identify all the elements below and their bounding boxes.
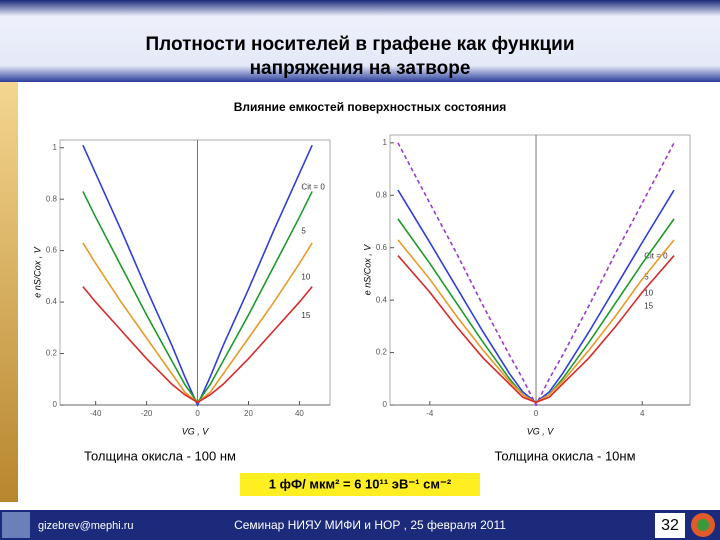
series-label: 15	[644, 301, 653, 310]
y-tick-label: 0	[383, 400, 388, 409]
x-tick-label: 0	[534, 409, 539, 418]
y-tick-label: 0.2	[46, 349, 58, 358]
y-tick-label: 0.4	[376, 295, 388, 304]
chart-caption: Толщина окисла - 10нм	[494, 448, 635, 463]
y-tick-label: 0	[53, 400, 58, 409]
title-line: напряжения на затворе	[250, 58, 471, 79]
formula: 1 фФ/ мкм² = 6 10¹¹ эВ⁻¹ см⁻²	[269, 476, 452, 491]
series-line	[397, 255, 675, 404]
x-tick-label: 40	[295, 409, 304, 418]
chart-caption: Толщина окисла - 100 нм	[84, 448, 236, 463]
x-axis-label: VG , V	[182, 426, 210, 436]
plot-frame	[59, 139, 331, 406]
title-line: Плотности носителей в графене как функци…	[145, 34, 574, 55]
series-line	[82, 144, 313, 407]
series-label: Cit = 0	[301, 183, 325, 192]
footer-event: Семинар НИЯУ МИФИ и НОР , 25 февраля 201…	[234, 518, 506, 532]
page-box	[655, 513, 685, 538]
series-label: 10	[644, 288, 653, 297]
y-tick-label: 0.8	[376, 190, 388, 199]
y-tick-label: 0.2	[376, 348, 388, 357]
header-band	[0, 0, 720, 82]
side-bar	[0, 82, 18, 502]
page-number: 32	[661, 517, 679, 534]
footer-bar	[0, 510, 720, 540]
x-tick-label: 4	[640, 409, 645, 418]
x-tick-label: 0	[195, 409, 200, 418]
x-tick-label: 20	[244, 409, 253, 418]
series-line	[397, 142, 675, 407]
y-tick-label: 0.6	[46, 246, 58, 255]
y-tick-label: 1	[53, 143, 58, 152]
y-tick-label: 1	[383, 138, 388, 147]
y-tick-label: 0.4	[46, 297, 58, 306]
y-axis-label: e nS/Cox , V	[32, 246, 42, 298]
footer-logo	[2, 512, 30, 538]
footer-email: gizebrev@mephi.ru	[38, 520, 134, 532]
series-label: 5	[644, 273, 649, 282]
subtitle: Влияние емкостей поверхностных состояния	[234, 100, 506, 114]
series-label: 15	[301, 311, 310, 320]
footer-icon	[697, 519, 709, 531]
y-tick-label: 0.8	[46, 194, 58, 203]
y-tick-label: 0.6	[376, 243, 388, 252]
series-label: 10	[301, 273, 310, 282]
x-tick-label: -40	[90, 409, 102, 418]
series-label: 5	[301, 226, 306, 235]
series-label: Cit = 0	[644, 252, 668, 261]
x-tick-label: -20	[141, 409, 153, 418]
x-axis-label: VG , V	[527, 426, 555, 436]
formula-box	[240, 473, 480, 496]
x-tick-label: -4	[426, 409, 434, 418]
y-axis-label: e nS/Cox , V	[362, 244, 372, 296]
series-line	[82, 286, 313, 404]
